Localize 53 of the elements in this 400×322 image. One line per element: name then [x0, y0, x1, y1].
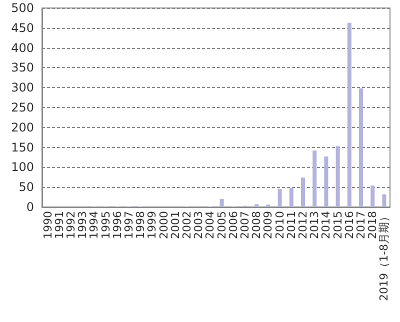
x-tick-label: 2005	[215, 211, 228, 239]
x-tick-label: 2002	[180, 211, 194, 239]
bar	[220, 199, 224, 207]
x-tick-label: 2013	[308, 211, 322, 239]
y-tick-label: 50	[18, 180, 34, 194]
bar	[289, 188, 294, 207]
x-tick-label: 1991	[52, 211, 66, 239]
bar	[324, 156, 328, 207]
y-tick-label: 300	[11, 80, 34, 95]
x-tick-label: 1990	[41, 211, 54, 239]
x-tick-label: 1992	[64, 211, 78, 239]
bar	[301, 178, 305, 207]
bar	[382, 194, 386, 207]
x-tick-label: 1993	[76, 211, 90, 239]
x-tick-label: 1994	[88, 211, 101, 239]
x-tick-label: 2015	[331, 211, 344, 239]
y-tick-label: 100	[11, 160, 34, 174]
y-tick-label: 250	[11, 100, 34, 114]
y-tick-label: 0	[26, 200, 34, 214]
x-tick-label: 2018	[366, 211, 380, 239]
x-tick-label: 2006	[226, 211, 240, 239]
x-tick-label: 2012	[296, 211, 310, 239]
bar	[312, 150, 317, 207]
x-tick-label: 2010	[273, 211, 286, 239]
x-tick-label: 2004	[204, 211, 217, 239]
x-tick-label: 2009	[262, 211, 275, 239]
x-tick-label: 2008	[250, 211, 264, 239]
x-tick-label: 1995	[99, 211, 112, 239]
bar	[370, 186, 375, 207]
x-tick-label: 2016	[342, 211, 356, 239]
y-tick-label: 400	[11, 40, 34, 55]
x-tick-label: 1998	[134, 211, 148, 239]
bar	[359, 88, 363, 207]
y-tick-label: 350	[11, 60, 34, 75]
bar	[278, 189, 282, 207]
y-tick-label: 450	[11, 20, 34, 35]
x-tick-label: 2001	[168, 211, 182, 239]
bar	[347, 22, 352, 207]
x-tick-label: 2017	[354, 211, 368, 239]
x-tick-label: 2007	[238, 211, 252, 239]
y-tick-label: 200	[11, 120, 34, 134]
x-tick-label: 2014	[320, 211, 333, 239]
x-tick-label: 2011	[284, 211, 298, 239]
x-tick-label: 2003	[192, 211, 206, 239]
x-tick-label: 2019（1-8月期）	[378, 211, 391, 301]
x-tick-label: 1997	[122, 211, 136, 239]
x-tick-label: 1996	[110, 211, 124, 239]
y-tick-label: 500	[11, 1, 34, 15]
x-tick-label: 1999	[146, 211, 159, 239]
x-tick-label: 2000	[157, 211, 170, 239]
bar	[336, 146, 340, 207]
y-tick-label: 150	[11, 140, 34, 154]
bar	[254, 204, 259, 207]
